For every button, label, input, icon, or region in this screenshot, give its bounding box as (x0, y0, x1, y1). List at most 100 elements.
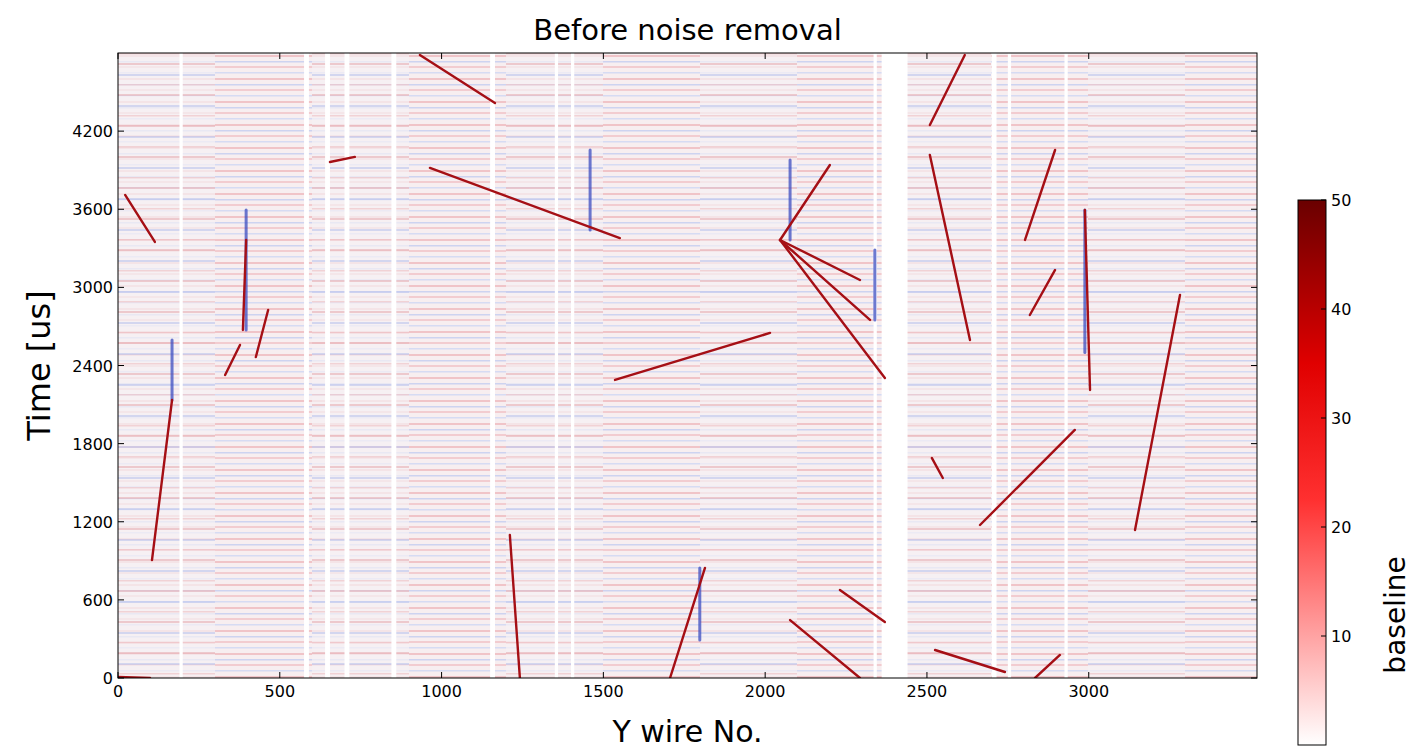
dead-wire-band (490, 53, 495, 678)
track (1085, 210, 1090, 390)
track (1035, 655, 1060, 678)
colorbar-tick (1321, 200, 1326, 201)
track (1025, 150, 1055, 240)
track (615, 333, 770, 380)
x-axis-title: Y wire No. (611, 714, 762, 749)
y-tick-label: 1800 (72, 435, 113, 454)
x-tick (118, 672, 119, 678)
track (330, 157, 355, 162)
y-tick-label: 1200 (72, 513, 113, 532)
dead-wire-band (571, 53, 574, 678)
x-tick (441, 672, 442, 678)
x-tick (279, 53, 280, 59)
track (420, 55, 495, 103)
track (840, 590, 885, 622)
dead-wire-band (179, 53, 182, 678)
dead-wire-band (555, 53, 558, 678)
x-tick-label: 500 (265, 682, 296, 701)
dead-wire-band (345, 53, 350, 678)
x-tick (603, 672, 604, 678)
track (930, 155, 970, 340)
track (125, 195, 155, 242)
noise-band (118, 53, 215, 678)
dead-wire-band (391, 53, 396, 678)
colorbar-tick (1321, 309, 1326, 310)
dead-wire-band (1064, 53, 1067, 678)
track (780, 240, 870, 320)
noise-band (894, 53, 991, 678)
colorbar-tick (1321, 527, 1326, 528)
track (1030, 270, 1055, 315)
x-tick-label: 3000 (1068, 682, 1109, 701)
noise-band (312, 53, 409, 678)
y-tick (1251, 599, 1257, 600)
colorbar-tick (1321, 418, 1326, 419)
track (932, 458, 943, 478)
x-tick-label: 1500 (583, 682, 624, 701)
y-tick-label: 0 (103, 669, 113, 688)
track (790, 620, 860, 678)
y-tick (118, 365, 124, 366)
track (225, 345, 240, 375)
noise-band (506, 53, 603, 678)
track (152, 400, 172, 560)
y-tick (118, 443, 124, 444)
chart-title: Before noise removal (533, 13, 842, 47)
track (980, 430, 1075, 525)
x-tick (1088, 53, 1089, 59)
y-tick (118, 678, 124, 679)
plot-area (118, 53, 1257, 678)
noise-band (700, 53, 797, 678)
x-tick-label: 2000 (745, 682, 786, 701)
track (256, 310, 268, 357)
dead-wire-band (1008, 53, 1011, 678)
colorbar-tick (1321, 636, 1326, 637)
dead-wire-band (304, 53, 309, 678)
y-tick (118, 209, 124, 210)
y-tick (118, 287, 124, 288)
y-tick-label: 2400 (72, 357, 113, 376)
noise-band (1088, 53, 1185, 678)
colorbar-tick-label: 30 (1331, 409, 1351, 428)
x-tick (765, 53, 766, 59)
noise-background (118, 53, 1257, 678)
track (430, 168, 620, 238)
y-tick (1251, 521, 1257, 522)
y-tick (1251, 365, 1257, 366)
chart: 0500100015002000250030000600120018002400… (0, 0, 1425, 753)
track (589, 150, 592, 230)
dead-wire-band (992, 53, 997, 678)
x-tick-label: 0 (113, 682, 123, 701)
track (780, 240, 885, 378)
x-tick (279, 672, 280, 678)
track (935, 650, 1005, 672)
colorbar (1298, 200, 1326, 745)
y-tick (1251, 443, 1257, 444)
x-tick (118, 53, 119, 59)
colorbar-tick-label: 40 (1331, 300, 1351, 319)
track (243, 240, 246, 330)
track (780, 165, 830, 240)
colorbar-label: baseline (1379, 556, 1412, 673)
y-tick-label: 3600 (72, 200, 113, 219)
y-tick (118, 131, 124, 132)
x-tick (926, 672, 927, 678)
plot-frame (118, 53, 1257, 678)
track (510, 535, 520, 678)
y-tick-label: 600 (82, 591, 113, 610)
colorbar-tick-label: 10 (1331, 627, 1351, 646)
y-tick-label: 4200 (72, 122, 113, 141)
x-tick (1088, 672, 1089, 678)
track (873, 250, 876, 320)
dead-wire-band (882, 53, 908, 678)
y-tick (1251, 287, 1257, 288)
y-tick (118, 599, 124, 600)
x-tick (441, 53, 442, 59)
track (930, 55, 965, 125)
colorbar-tick-label: 50 (1331, 191, 1351, 210)
track (171, 340, 174, 400)
y-tick (1251, 209, 1257, 210)
x-tick (926, 53, 927, 59)
colorbar-tick-label: 20 (1331, 518, 1351, 537)
y-tick (118, 521, 124, 522)
